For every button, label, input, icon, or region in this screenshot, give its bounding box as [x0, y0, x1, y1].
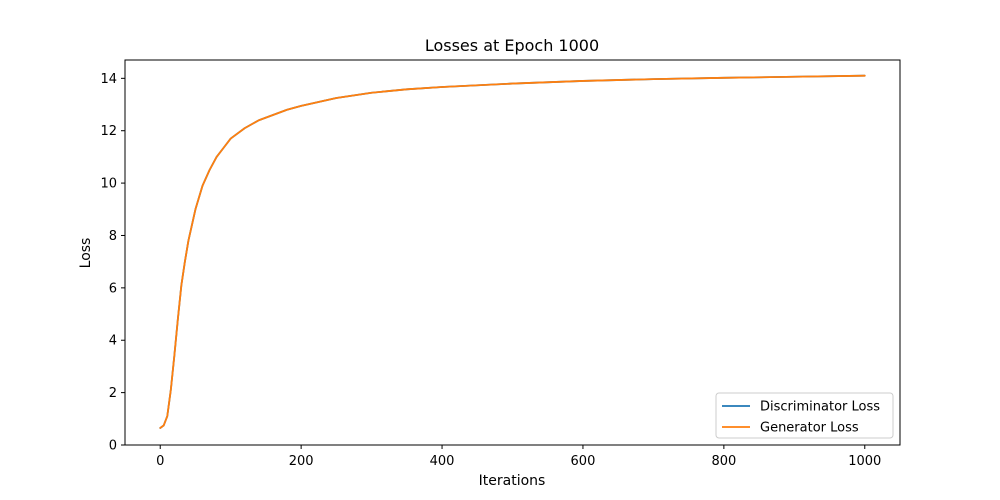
x-tick-label: 600	[571, 454, 596, 469]
series-line-generator-loss	[159, 74, 866, 429]
y-tick-label: 2	[109, 386, 117, 401]
y-tick-label: 10	[100, 177, 117, 192]
x-tick-label: 200	[289, 454, 314, 469]
y-tick-label: 8	[109, 229, 117, 244]
plot-area	[159, 74, 866, 429]
y-axis: 0 2 4 6 8 10 12 14	[100, 72, 125, 454]
x-tick-label: 0	[156, 454, 164, 469]
legend: Discriminator Loss Generator Loss	[715, 392, 894, 439]
y-tick-label: 12	[100, 124, 117, 139]
y-tick-label: 0	[109, 439, 117, 454]
plot-frame	[124, 59, 901, 446]
legend-label: Discriminator Loss	[760, 400, 880, 415]
x-axis-label: Iterations	[479, 473, 546, 489]
x-tick-label: 800	[711, 454, 736, 469]
x-tick-label: 400	[430, 454, 455, 469]
x-axis: 0 200 400 600 800 1000	[156, 445, 881, 469]
y-tick-label: 14	[100, 72, 117, 87]
legend-label: Generator Loss	[760, 421, 859, 436]
x-tick-label: 1000	[848, 454, 881, 469]
chart-title: Losses at Epoch 1000	[425, 36, 599, 55]
y-axis-label: Loss	[78, 238, 94, 269]
series-line-discriminator-loss	[159, 74, 866, 429]
y-tick-label: 4	[109, 334, 117, 349]
y-tick-label: 6	[109, 281, 117, 296]
legend-box	[715, 392, 894, 439]
